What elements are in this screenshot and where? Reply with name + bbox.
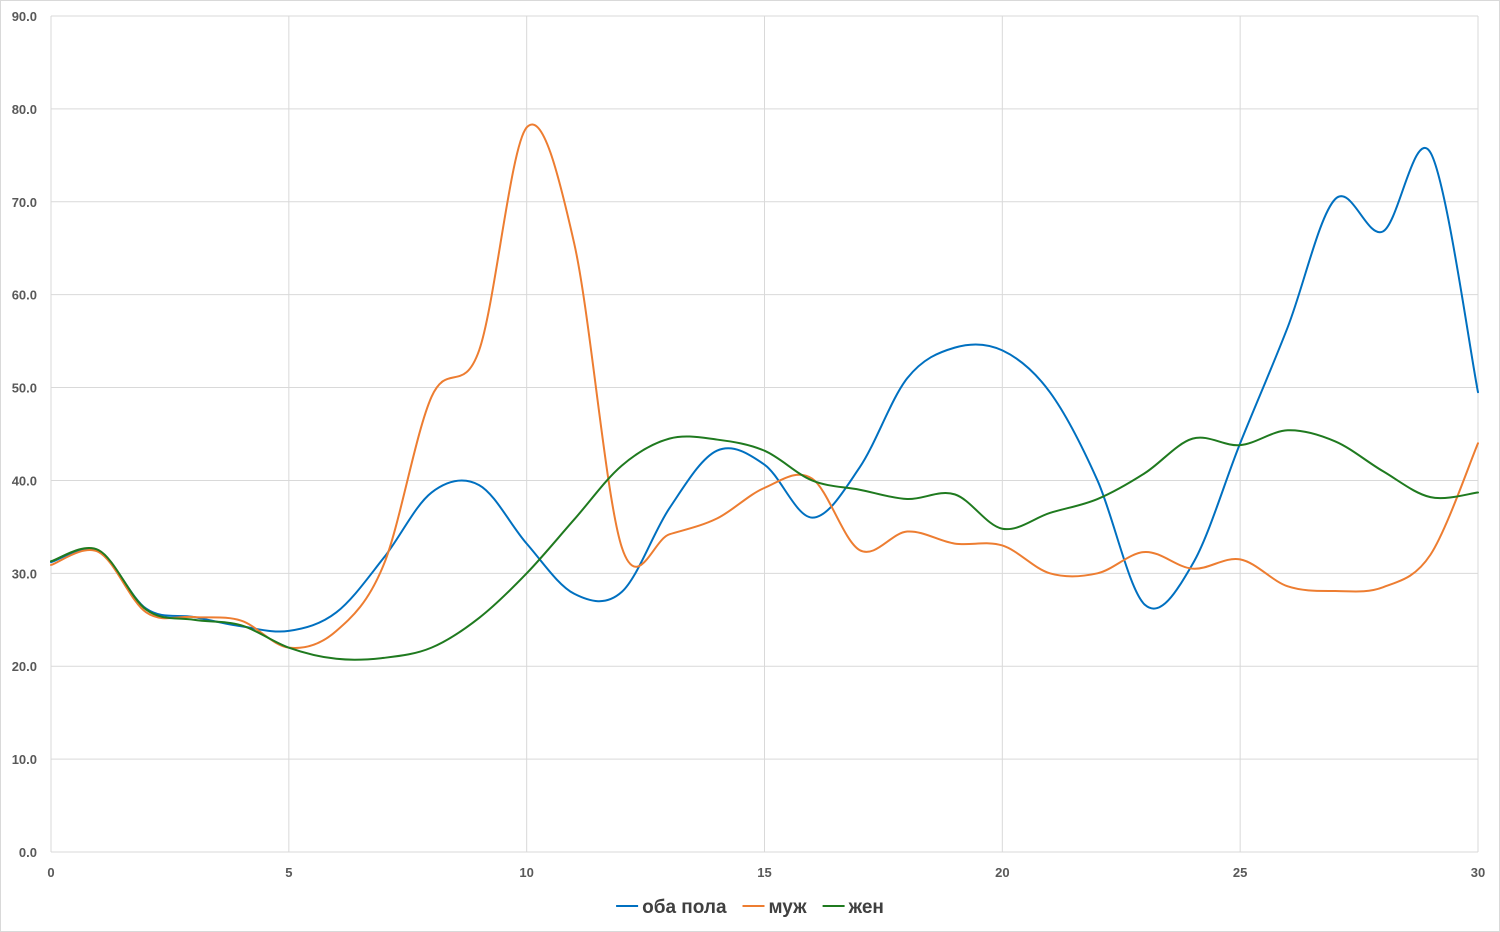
y-tick-label: 0.0 [19,845,37,860]
series-line-0 [50,147,1479,633]
x-tick-label: 30 [1471,865,1485,880]
legend-item-0: оба пола [616,897,727,918]
series-lines [50,123,1479,661]
series-line-2 [50,429,1479,661]
legend-label: оба пола [642,897,727,918]
x-axis-labels: 0 5 10 15 20 25 30 [47,865,1485,880]
x-tick-label: 10 [519,865,533,880]
x-tick-label: 20 [995,865,1009,880]
x-tick-label: 0 [47,865,54,880]
x-tick-label: 5 [285,865,292,880]
legend-label: муж [769,897,808,918]
gridlines [50,15,1479,853]
y-tick-label: 40.0 [12,473,37,488]
series-line-1 [50,123,1479,649]
x-tick-label: 15 [757,865,771,880]
y-tick-label: 60.0 [12,288,37,303]
legend-item-2: жен [822,897,884,918]
y-tick-label: 30.0 [12,566,37,581]
legend-item-1: муж [742,897,808,918]
y-tick-label: 50.0 [12,381,37,396]
y-tick-label: 80.0 [12,102,37,117]
y-tick-label: 10.0 [12,752,37,767]
y-tick-label: 20.0 [12,659,37,674]
legend-label: жен [848,897,884,918]
y-axis-labels: 0.0 10.0 20.0 30.0 40.0 50.0 60.0 70.0 80.0 90.0 [12,9,37,860]
y-tick-label: 70.0 [12,195,37,210]
y-tick-label: 90.0 [12,9,37,24]
x-tick-label: 25 [1233,865,1247,880]
legend: оба пола муж жен [616,897,884,918]
